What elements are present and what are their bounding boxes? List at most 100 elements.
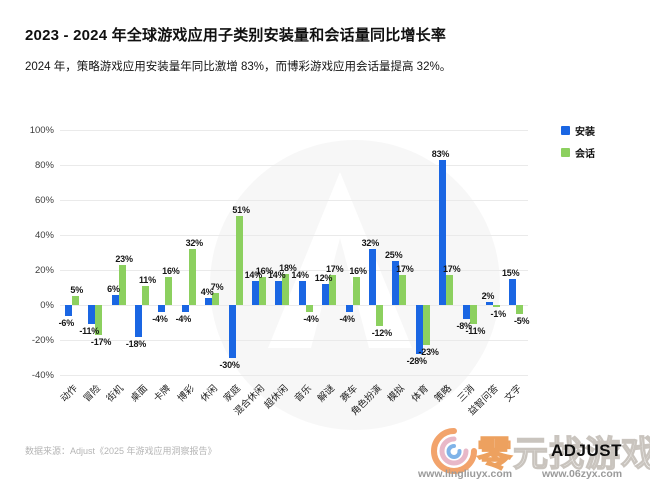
value-label: -23% — [418, 347, 439, 358]
value-label: 16% — [255, 266, 274, 276]
value-label: -4% — [152, 314, 168, 324]
gridline — [60, 270, 528, 271]
value-label: 83% — [431, 148, 450, 159]
watermark-char: 游 — [584, 434, 622, 474]
value-label: -4% — [175, 314, 192, 324]
x-axis-label: 文字 — [502, 383, 525, 405]
value-label: 17% — [396, 264, 414, 275]
site-watermark-text: 零元找游戏 — [476, 426, 650, 477]
bar-安装-赛车 — [345, 305, 353, 312]
bar-会话-策略 — [446, 275, 454, 305]
y-axis: 100% 80% 60% 40% 20% 0% -20% -40% — [16, 125, 54, 381]
bar-会话-冒险 — [95, 305, 103, 335]
value-label: 12% — [314, 273, 333, 283]
y-axis-tick: 20% — [34, 265, 54, 276]
value-label: -18% — [125, 338, 147, 349]
value-label: -12% — [371, 328, 392, 338]
gridline — [60, 375, 528, 376]
legend-label-sessions: 会话 — [575, 149, 595, 160]
bar-安装-混合休闲 — [251, 280, 259, 305]
data-source-note: 数据来源：Adjust《2025 年游戏应用洞察报告》 — [25, 446, 217, 456]
value-label: -8% — [456, 321, 472, 331]
watermark-char: 元 — [512, 434, 550, 474]
y-axis-tick: 40% — [34, 230, 54, 241]
bar-会话-解谜 — [329, 275, 337, 305]
legend-label-installs: 安装 — [575, 127, 595, 138]
bar-会话-休闲 — [212, 292, 220, 305]
bar-安装-动作 — [64, 305, 72, 316]
x-axis-label: 卡牌 — [151, 383, 174, 405]
value-label: 6% — [107, 283, 120, 294]
x-axis-label: 动作 — [58, 383, 80, 405]
bar-安装-三消 — [462, 305, 470, 319]
value-label: -28% — [406, 356, 427, 366]
watermark-url-1: www.lingliuyx.com — [418, 468, 513, 480]
value-label: -5% — [513, 315, 530, 326]
bar-安装-街机 — [111, 294, 119, 305]
value-label: 17% — [325, 264, 344, 275]
bar-会话-文字 — [516, 305, 524, 314]
bar-安装-角色扮演 — [368, 249, 376, 305]
bar-安装-博彩 — [181, 305, 189, 312]
bar-安装-模拟 — [392, 261, 400, 305]
value-label: 32% — [361, 238, 380, 248]
value-label: 14% — [267, 269, 286, 280]
bar-安装-策略 — [439, 159, 447, 305]
bar-会话-博彩 — [188, 249, 196, 305]
bar-安装-益智问答 — [485, 301, 493, 305]
gridline — [60, 165, 528, 166]
bar-安装-超休闲 — [275, 280, 283, 305]
gridline — [60, 305, 528, 306]
value-label: 25% — [384, 250, 403, 261]
chart-legend: 安装 会话 — [561, 123, 595, 167]
sessions-color-chip-icon — [561, 148, 570, 157]
gridline — [60, 200, 528, 201]
value-label: 7% — [210, 281, 224, 292]
bar-安装-解谜 — [322, 284, 330, 305]
watermark-url-2: www.06zyx.com — [542, 468, 623, 480]
value-label: -6% — [58, 317, 75, 328]
bar-会话-三消 — [469, 305, 477, 325]
bar-会话-混合休闲 — [258, 277, 266, 305]
bar-安装-音乐 — [298, 280, 306, 305]
bar-安装-卡牌 — [158, 305, 166, 312]
bar-会话-模拟 — [399, 275, 407, 305]
gridline — [60, 130, 528, 131]
value-label: -11% — [465, 326, 486, 337]
value-label: -17% — [90, 336, 112, 347]
bar-会话-音乐 — [305, 305, 313, 312]
value-label: 23% — [115, 253, 133, 264]
value-label: 16% — [349, 266, 367, 276]
bar-安装-桌面 — [134, 305, 142, 337]
value-label: 32% — [185, 238, 204, 248]
value-label: 11% — [138, 274, 156, 285]
legend-item-sessions: 会话 — [561, 145, 595, 160]
bar-会话-家庭 — [235, 215, 243, 305]
bar-会话-桌面 — [141, 285, 149, 305]
bar-会话-超休闲 — [282, 273, 290, 305]
legend-item-installs: 安装 — [561, 123, 595, 138]
installs-color-chip-icon — [561, 126, 570, 135]
value-label: 14% — [291, 269, 309, 280]
y-axis-tick: -40% — [31, 370, 54, 381]
value-label: -1% — [490, 308, 507, 319]
value-label: 14% — [244, 269, 263, 280]
y-axis-tick: 80% — [34, 160, 54, 171]
x-axis-label: 桌面 — [128, 383, 150, 405]
bar-安装-冒险 — [88, 305, 96, 325]
bar-会话-卡牌 — [165, 277, 173, 305]
y-axis-tick: 60% — [34, 195, 54, 206]
value-label: 15% — [501, 267, 520, 278]
value-label: 17% — [442, 264, 461, 275]
bar-会话-赛车 — [352, 277, 360, 305]
page-title: 2023 - 2024 年全球游戏应用子类别安装量和会话量同比增长率 — [25, 27, 447, 44]
value-label: 16% — [162, 266, 180, 276]
site-spiral-logo-icon — [431, 428, 477, 474]
bar-安装-体育 — [415, 305, 423, 354]
bar-会话-体育 — [422, 305, 430, 346]
page-subtitle: 2024 年，策略游戏应用安装量年同比激增 83%，而博彩游戏应用会话量提高 3… — [25, 61, 452, 73]
bar-会话-街机 — [118, 264, 126, 305]
x-axis-label: 街机 — [105, 383, 127, 405]
value-label: -11% — [79, 326, 100, 337]
